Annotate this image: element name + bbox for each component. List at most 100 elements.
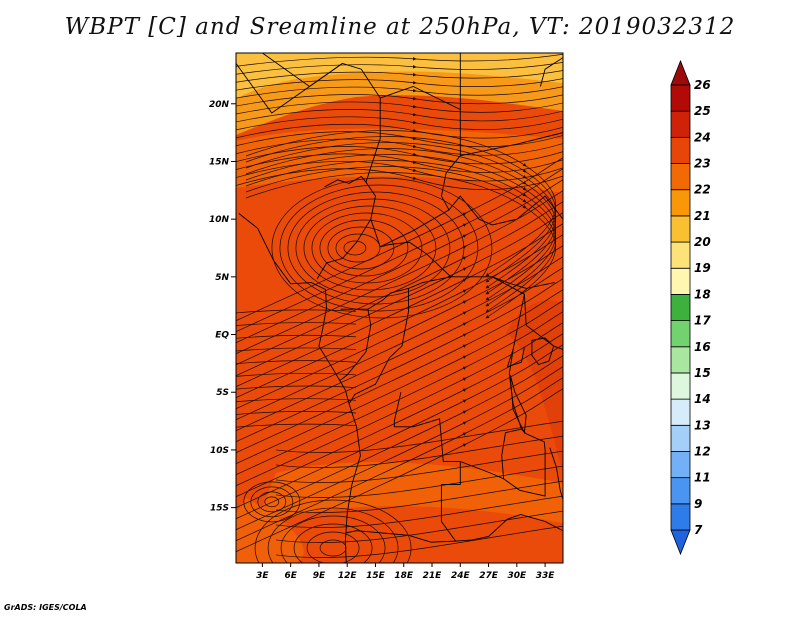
west-coastline <box>238 213 361 563</box>
map-frame <box>235 52 564 564</box>
colorbar-level-label: 17 <box>694 314 711 328</box>
border-gabon-congo <box>339 308 372 382</box>
colorbar-swatch <box>670 163 691 191</box>
border-malawi <box>549 447 563 500</box>
colorbar-swatch <box>670 241 691 269</box>
border-south-sudan <box>448 195 563 226</box>
colorbar-level-label: 12 <box>694 444 711 458</box>
lat-tick-label: 5N <box>215 273 229 283</box>
colorbar-level-label: 15 <box>694 366 711 380</box>
lon-tick-label: 30E <box>507 571 527 581</box>
streamline <box>236 59 563 75</box>
border-north-sahara <box>262 53 343 88</box>
streamline-south-gyre <box>293 523 373 563</box>
streamline-southwest-eddy <box>257 491 287 513</box>
colorbar-level-label: 18 <box>694 287 711 301</box>
streamline-south-gyre <box>319 539 347 557</box>
border-congo-north <box>367 276 451 310</box>
colorbar-swatch <box>670 398 691 426</box>
colorbar-max-triangle <box>670 59 691 86</box>
streamline-anticyclone <box>311 212 423 284</box>
streamline <box>236 322 357 326</box>
colorbar-level-label: 14 <box>694 392 711 406</box>
colorbar-swatch <box>670 189 691 217</box>
border-zambia-tanzania <box>503 428 546 497</box>
streamline <box>236 411 357 415</box>
lat-tick-label: 20N <box>209 100 230 110</box>
streamline-south-gyre <box>280 515 386 563</box>
streamline-anticyclone <box>303 205 437 291</box>
colorbar-level-label: 23 <box>694 157 711 171</box>
streamline <box>275 525 563 558</box>
streamline-southwest-eddy <box>243 481 301 523</box>
colorbar-swatch <box>670 215 691 243</box>
streamline-anticyclone <box>335 233 381 263</box>
streamline <box>236 347 357 352</box>
colorbar-level-label: 13 <box>694 418 711 432</box>
colorbar-swatch <box>670 477 691 505</box>
streamline <box>236 398 357 403</box>
lon-tick-label: 6E <box>284 571 297 581</box>
colorbar-swatch <box>670 503 691 531</box>
streamline-anticyclone <box>343 240 367 256</box>
colorbar-swatch <box>670 110 691 138</box>
colorbar-min-triangle <box>670 529 691 556</box>
lon-tick-label: 33E <box>536 571 556 581</box>
lat-tick-label: 15S <box>210 504 229 514</box>
chart-title: WBPT [C] and Sreamline at 250hPa, VT: 20… <box>64 14 736 40</box>
border-angola <box>345 392 461 543</box>
colorbar-level-label: 19 <box>694 261 711 275</box>
wbpt-band-southwest <box>236 498 304 563</box>
colorbar-level-label: 25 <box>694 104 711 118</box>
streamline-southwest-eddy <box>250 486 294 518</box>
colorbar-swatch <box>670 136 691 164</box>
latitude-axis: 20N 15N 10N 5N EQ 5S 10S 15S <box>209 100 236 514</box>
streamline-anticyclone <box>295 198 451 298</box>
streamline <box>275 495 563 528</box>
colorbar-level-label: 24 <box>694 130 711 144</box>
colorbar-level-label: 22 <box>694 183 711 197</box>
streamline-south-gyre <box>267 507 399 563</box>
lake-tanganyika <box>509 374 527 435</box>
streamline-southwest-eddy <box>264 496 280 508</box>
lon-tick-label: 27E <box>479 571 499 581</box>
colorbar-swatch <box>670 451 691 479</box>
country-borders <box>236 53 563 563</box>
colorbar-level-label: 20 <box>694 235 711 249</box>
lon-tick-label: 21E <box>423 571 443 581</box>
lat-tick-label: 10N <box>209 215 230 225</box>
lon-tick-label: 24E <box>451 571 471 581</box>
border-nigeria-cameroon <box>316 218 372 280</box>
lon-tick-label: 9E <box>313 571 326 581</box>
streamline <box>236 372 357 377</box>
streamline <box>275 465 563 498</box>
colorbar-swatch <box>670 372 691 400</box>
streamline <box>236 385 357 390</box>
lake-victoria <box>531 337 555 366</box>
colorbar-level-label: 16 <box>694 340 711 354</box>
lon-tick-label: 12E <box>338 571 358 581</box>
streamline <box>236 67 563 83</box>
colorbar-level-label: 21 <box>694 209 711 223</box>
border-uganda-north <box>492 276 555 289</box>
streamline <box>236 53 563 67</box>
lon-tick-label: 15E <box>366 571 386 581</box>
colorbar: 7 9 11 12 13 14 15 16 17 18 19 20 21 22 23 24 25 26 <box>670 59 711 556</box>
longitude-axis: 3E 6E 9E 12E 15E 18E 21E 24E 27E 30E 33E <box>256 563 555 581</box>
colorbar-level-label: 26 <box>694 78 711 92</box>
border-zambia-south <box>455 514 563 542</box>
grads-credit: GrADS: IGES/COLA <box>4 603 87 612</box>
colorbar-level-label: 11 <box>694 471 711 485</box>
border-chad <box>365 86 461 248</box>
colorbar-swatch <box>670 267 691 295</box>
border-rwanda <box>506 347 525 368</box>
colorbar-swatch <box>670 346 691 374</box>
streamline <box>236 360 357 365</box>
streamline <box>236 309 357 314</box>
colorbar-level-label: 9 <box>694 497 702 511</box>
streamline <box>236 423 357 428</box>
colorbar-swatch <box>670 84 691 112</box>
border-drc-congo <box>348 288 409 405</box>
streamline <box>236 383 563 553</box>
colorbar-swatch <box>670 294 691 321</box>
